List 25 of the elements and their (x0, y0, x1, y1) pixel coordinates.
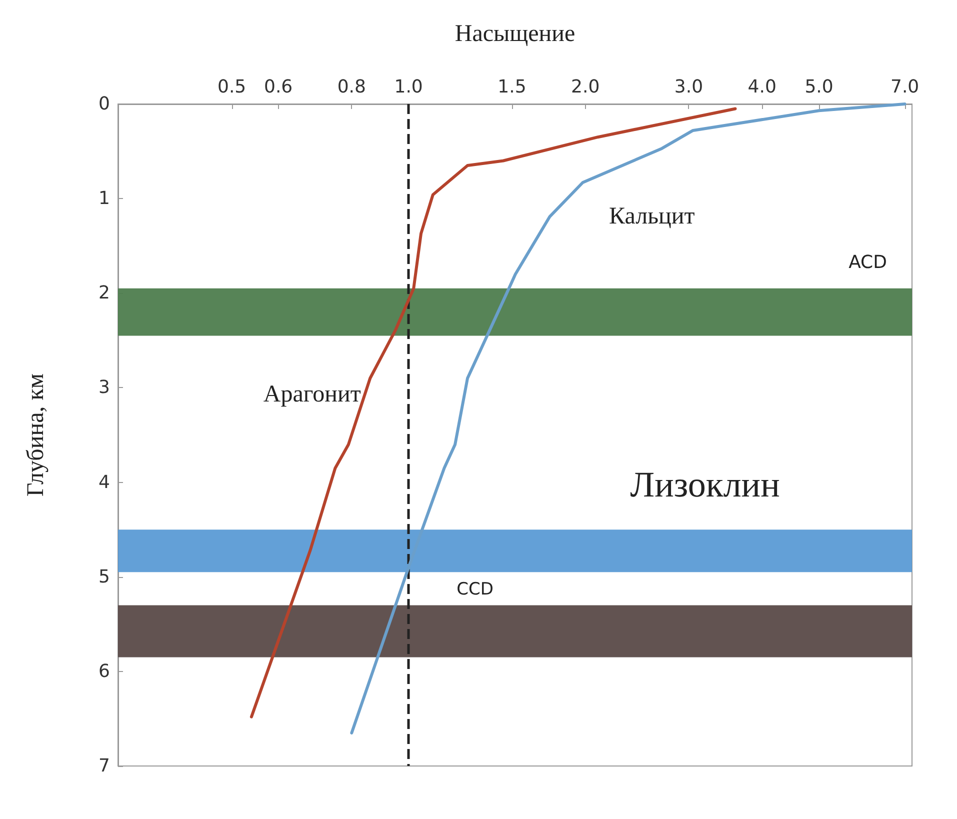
y-axis-title: Глубина, км (23, 373, 49, 497)
x-tick-label: 1.5 (498, 76, 526, 98)
x-tick-label: 7.0 (890, 76, 920, 98)
y-tick-label: 6 (98, 660, 110, 682)
band-label: Лизоклин (630, 464, 780, 505)
x-tick-label: 4.0 (748, 76, 776, 98)
y-tick-label: 5 (98, 566, 110, 588)
x-tick-label: 2.0 (571, 76, 600, 98)
y-tick-label: 1 (98, 188, 110, 210)
y-tick-label: 7 (98, 756, 110, 776)
y-tick-label: 3 (98, 377, 110, 398)
x-tick-label: 0.5 (217, 76, 246, 98)
band-label: CCD (456, 580, 494, 600)
series-label: Арагонит (263, 381, 362, 408)
y-tick-label: 4 (98, 472, 110, 493)
x-axis-title: Насыщение (454, 21, 576, 47)
x-tick-label: 1.0 (394, 76, 423, 98)
y-tick-label: 2 (98, 282, 110, 304)
band-label: ACD (848, 252, 887, 273)
x-tick-label: 5.0 (804, 76, 834, 98)
x-tick-label: 0.6 (264, 76, 293, 98)
y-tick-label: 0 (98, 94, 110, 114)
series-label: Кальцит (609, 203, 696, 230)
x-tick-label: 3.0 (674, 76, 704, 98)
x-tick-label: 0.8 (337, 76, 366, 98)
